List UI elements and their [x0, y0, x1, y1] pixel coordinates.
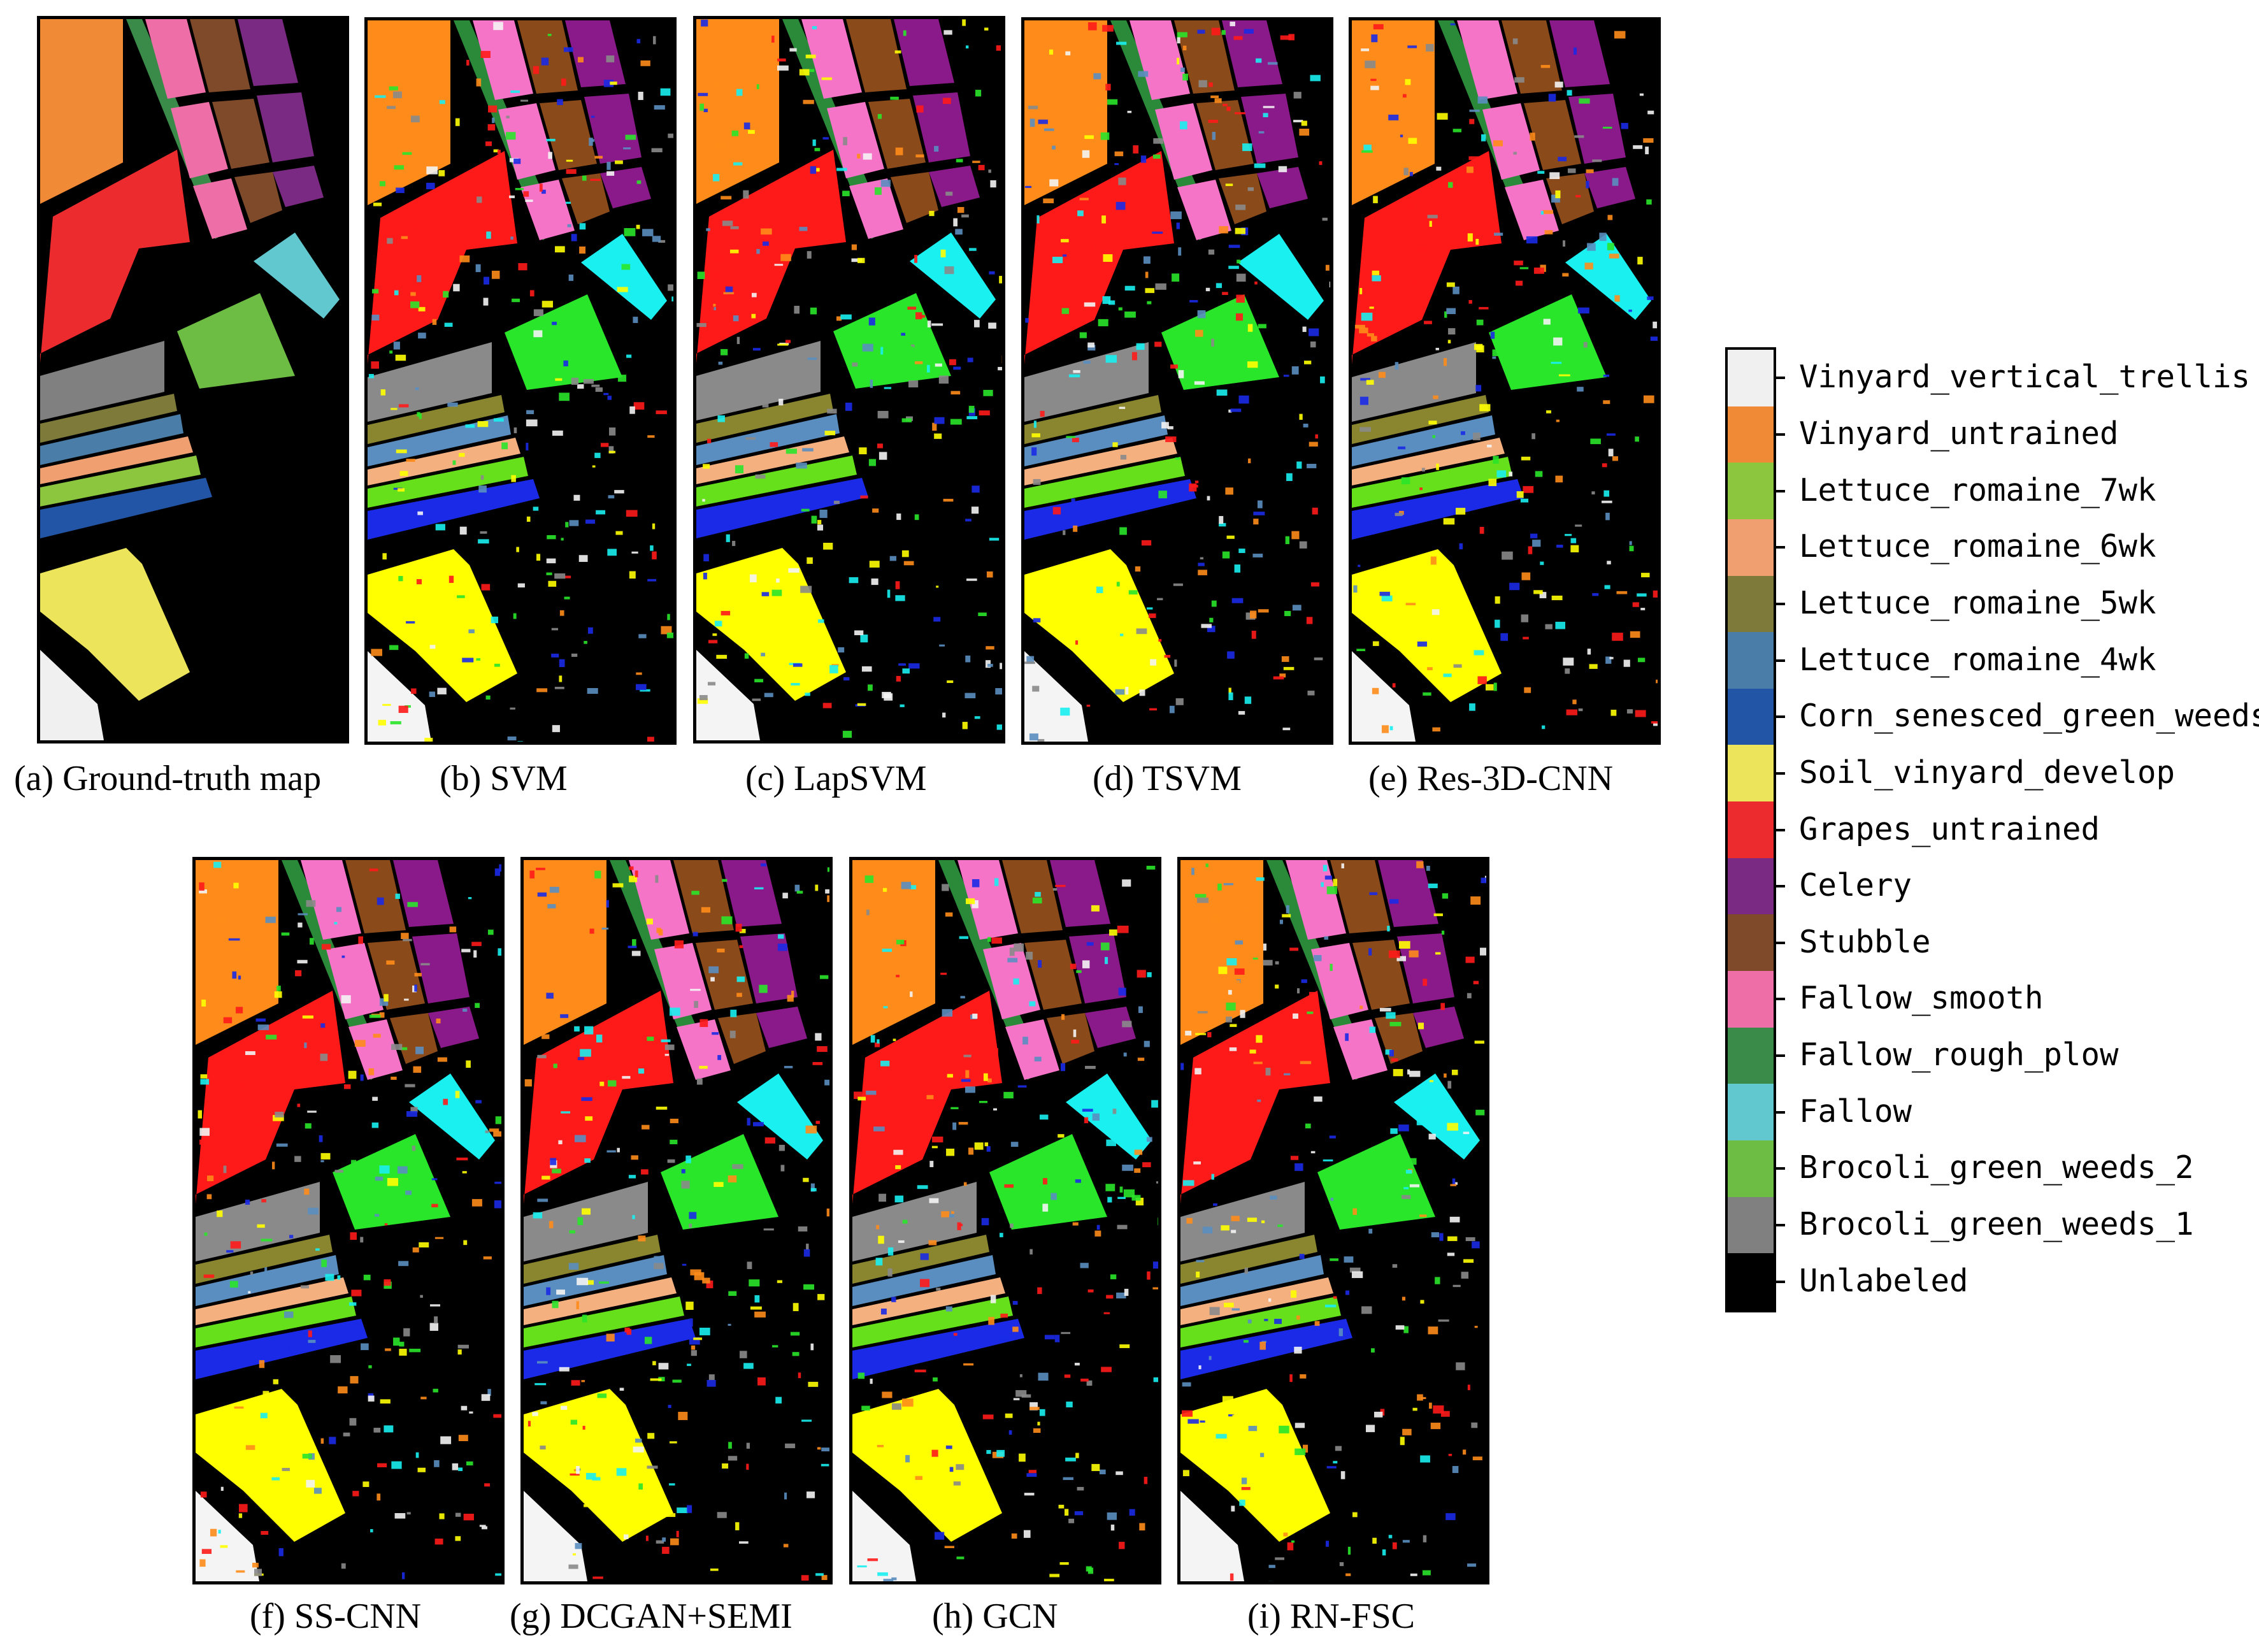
- legend-label: Vinyard_untrained: [1799, 415, 2119, 452]
- panel-f-ss-cnn: [192, 857, 505, 1584]
- classification-map-image: [1024, 20, 1330, 742]
- caption-a: (a) Ground-truth map: [14, 759, 322, 798]
- legend-tick: [1776, 885, 1785, 888]
- map-region: [196, 860, 278, 1045]
- legend-tick: [1776, 941, 1785, 944]
- legend-swatch: [1728, 350, 1774, 406]
- classification-map-image: [1180, 860, 1486, 1581]
- legend-tick: [1776, 433, 1785, 436]
- map-region: [196, 991, 345, 1204]
- legend-tick: [1776, 998, 1785, 1001]
- caption-b: (b) SVM: [440, 759, 568, 798]
- legend-swatch: [1728, 1253, 1774, 1310]
- legend-swatch: [1728, 1027, 1774, 1084]
- legend-swatch: [1728, 745, 1774, 802]
- panel-g-dcgan-semi: [520, 857, 833, 1584]
- panel-a-ground-truth-map: [37, 16, 349, 743]
- caption-g: (g) DCGAN+SEMI: [510, 1597, 792, 1636]
- classification-map-image: [852, 860, 1158, 1581]
- panel-d-tsvm: [1021, 17, 1333, 745]
- legend-swatch: [1728, 632, 1774, 689]
- legend-tick: [1776, 659, 1785, 662]
- legend-label: Unlabeled: [1799, 1262, 1969, 1299]
- legend-label: Fallow_rough_plow: [1799, 1037, 2119, 1074]
- map-region: [368, 20, 450, 205]
- legend-swatch: [1728, 1140, 1774, 1197]
- legend-tick: [1776, 772, 1785, 775]
- legend-colorbar: [1725, 347, 1776, 1312]
- legend-tick: [1776, 377, 1785, 380]
- caption-e: (e) Res-3D-CNN: [1368, 759, 1614, 798]
- legend-swatch: [1728, 463, 1774, 519]
- legend-tick: [1776, 1224, 1785, 1227]
- map-region: [1180, 860, 1263, 1045]
- map-region: [1180, 991, 1330, 1204]
- panel-b-svm: [364, 17, 677, 745]
- legend-tick: [1776, 1280, 1785, 1283]
- map-region: [368, 151, 517, 364]
- legend-swatch: [1728, 575, 1774, 633]
- map-region: [696, 150, 846, 363]
- map-region: [852, 860, 935, 1045]
- legend-label: Lettuce_romaine_4wk: [1799, 641, 2156, 678]
- legend-tick: [1776, 828, 1785, 831]
- legend-label: Corn_senesced_green_weeds: [1799, 698, 2259, 735]
- legend-label: Soil_vinyard_develop: [1799, 754, 2176, 791]
- legend-swatch: [1728, 519, 1774, 576]
- caption-c: (c) LapSVM: [745, 759, 927, 798]
- legend-tick: [1776, 1054, 1785, 1058]
- legend-tick: [1776, 489, 1785, 492]
- legend-swatch: [1728, 914, 1774, 972]
- panel-i-rn-fsc: [1177, 857, 1489, 1584]
- legend-label: Stubble: [1799, 923, 1931, 960]
- map-region: [524, 860, 606, 1045]
- legend-tick: [1776, 546, 1785, 549]
- classification-map-image: [1352, 20, 1658, 742]
- map-region: [696, 19, 779, 204]
- legend-label: Brocoli_green_weeds_1: [1799, 1206, 2194, 1243]
- map-region: [40, 19, 123, 204]
- classification-map-image: [524, 860, 829, 1581]
- legend-swatch: [1728, 1196, 1774, 1254]
- legend-swatch: [1728, 971, 1774, 1028]
- legend-tick: [1776, 1110, 1785, 1114]
- legend-swatch: [1728, 688, 1774, 745]
- legend-label: Celery: [1799, 867, 1912, 904]
- legend-tick: [1776, 1167, 1785, 1170]
- legend-label: Brocoli_green_weeds_2: [1799, 1149, 2194, 1186]
- legend-swatch: [1728, 1084, 1774, 1140]
- map-region: [40, 150, 190, 363]
- legend-tick: [1776, 715, 1785, 719]
- panel-e-res-3d-cnn: [1349, 17, 1661, 745]
- caption-i: (i) RN-FSC: [1247, 1597, 1415, 1636]
- legend-label: Fallow: [1799, 1093, 1912, 1130]
- classification-map-image: [368, 20, 673, 742]
- panel-h-gcn: [849, 857, 1161, 1584]
- map-region: [1024, 20, 1107, 205]
- legend-swatch: [1728, 858, 1774, 915]
- legend-swatch: [1728, 406, 1774, 463]
- classification-map-image: [196, 860, 501, 1581]
- panel-c-lapsvm: [693, 16, 1005, 743]
- map-region: [524, 991, 673, 1204]
- legend-label: Grapes_untrained: [1799, 810, 2100, 847]
- map-region: [1352, 151, 1502, 364]
- legend-label: Lettuce_romaine_6wk: [1799, 528, 2156, 565]
- legend-label: Fallow_smooth: [1799, 980, 2044, 1017]
- classification-map-image: [40, 19, 346, 740]
- legend-tick: [1776, 602, 1785, 605]
- legend-label: Lettuce_romaine_5wk: [1799, 584, 2156, 621]
- legend-label: Vinyard_vertical_trellis: [1799, 359, 2251, 396]
- caption-f: (f) SS-CNN: [250, 1597, 422, 1636]
- classification-map-image: [696, 19, 1002, 740]
- legend-swatch: [1728, 801, 1774, 858]
- caption-h: (h) GCN: [932, 1597, 1058, 1636]
- caption-d: (d) TSVM: [1093, 759, 1242, 798]
- legend-label: Lettuce_romaine_7wk: [1799, 471, 2156, 508]
